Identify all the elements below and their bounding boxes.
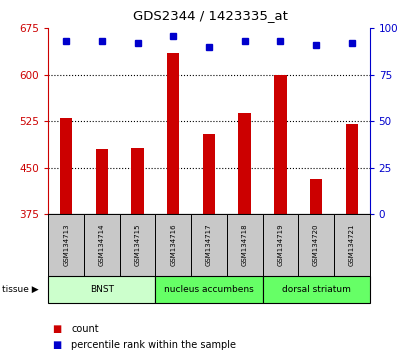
Bar — [203, 133, 215, 214]
Text: percentile rank within the sample: percentile rank within the sample — [71, 340, 236, 350]
Bar — [155, 214, 191, 276]
Bar — [191, 214, 227, 276]
Bar — [262, 276, 370, 303]
Text: GSM134716: GSM134716 — [170, 224, 176, 267]
Bar — [227, 214, 262, 276]
Text: nucleus accumbens: nucleus accumbens — [164, 285, 254, 294]
Text: tissue ▶: tissue ▶ — [2, 285, 39, 294]
Bar — [167, 53, 179, 214]
Bar — [120, 214, 155, 276]
Text: ■: ■ — [52, 340, 62, 350]
Text: GSM134718: GSM134718 — [241, 224, 248, 267]
Bar — [298, 214, 334, 276]
Bar — [131, 148, 144, 214]
Bar — [60, 118, 72, 214]
Text: GSM134713: GSM134713 — [63, 224, 69, 267]
Bar — [310, 179, 322, 214]
Text: GSM134721: GSM134721 — [349, 224, 355, 267]
Bar — [334, 214, 370, 276]
Text: GSM134714: GSM134714 — [99, 224, 105, 267]
Text: GSM134717: GSM134717 — [206, 224, 212, 267]
Bar — [262, 214, 298, 276]
Bar — [274, 75, 286, 214]
Bar — [84, 214, 120, 276]
Text: GSM134719: GSM134719 — [277, 224, 284, 267]
Text: GDS2344 / 1423335_at: GDS2344 / 1423335_at — [133, 9, 287, 22]
Bar — [48, 214, 84, 276]
Text: count: count — [71, 324, 99, 334]
Bar — [346, 124, 358, 214]
Bar — [155, 276, 262, 303]
Text: ■: ■ — [52, 324, 62, 334]
Bar — [48, 276, 155, 303]
Bar — [96, 149, 108, 214]
Text: BNST: BNST — [90, 285, 114, 294]
Text: GSM134720: GSM134720 — [313, 224, 319, 267]
Text: GSM134715: GSM134715 — [134, 224, 141, 267]
Text: dorsal striatum: dorsal striatum — [282, 285, 350, 294]
Bar — [239, 113, 251, 214]
